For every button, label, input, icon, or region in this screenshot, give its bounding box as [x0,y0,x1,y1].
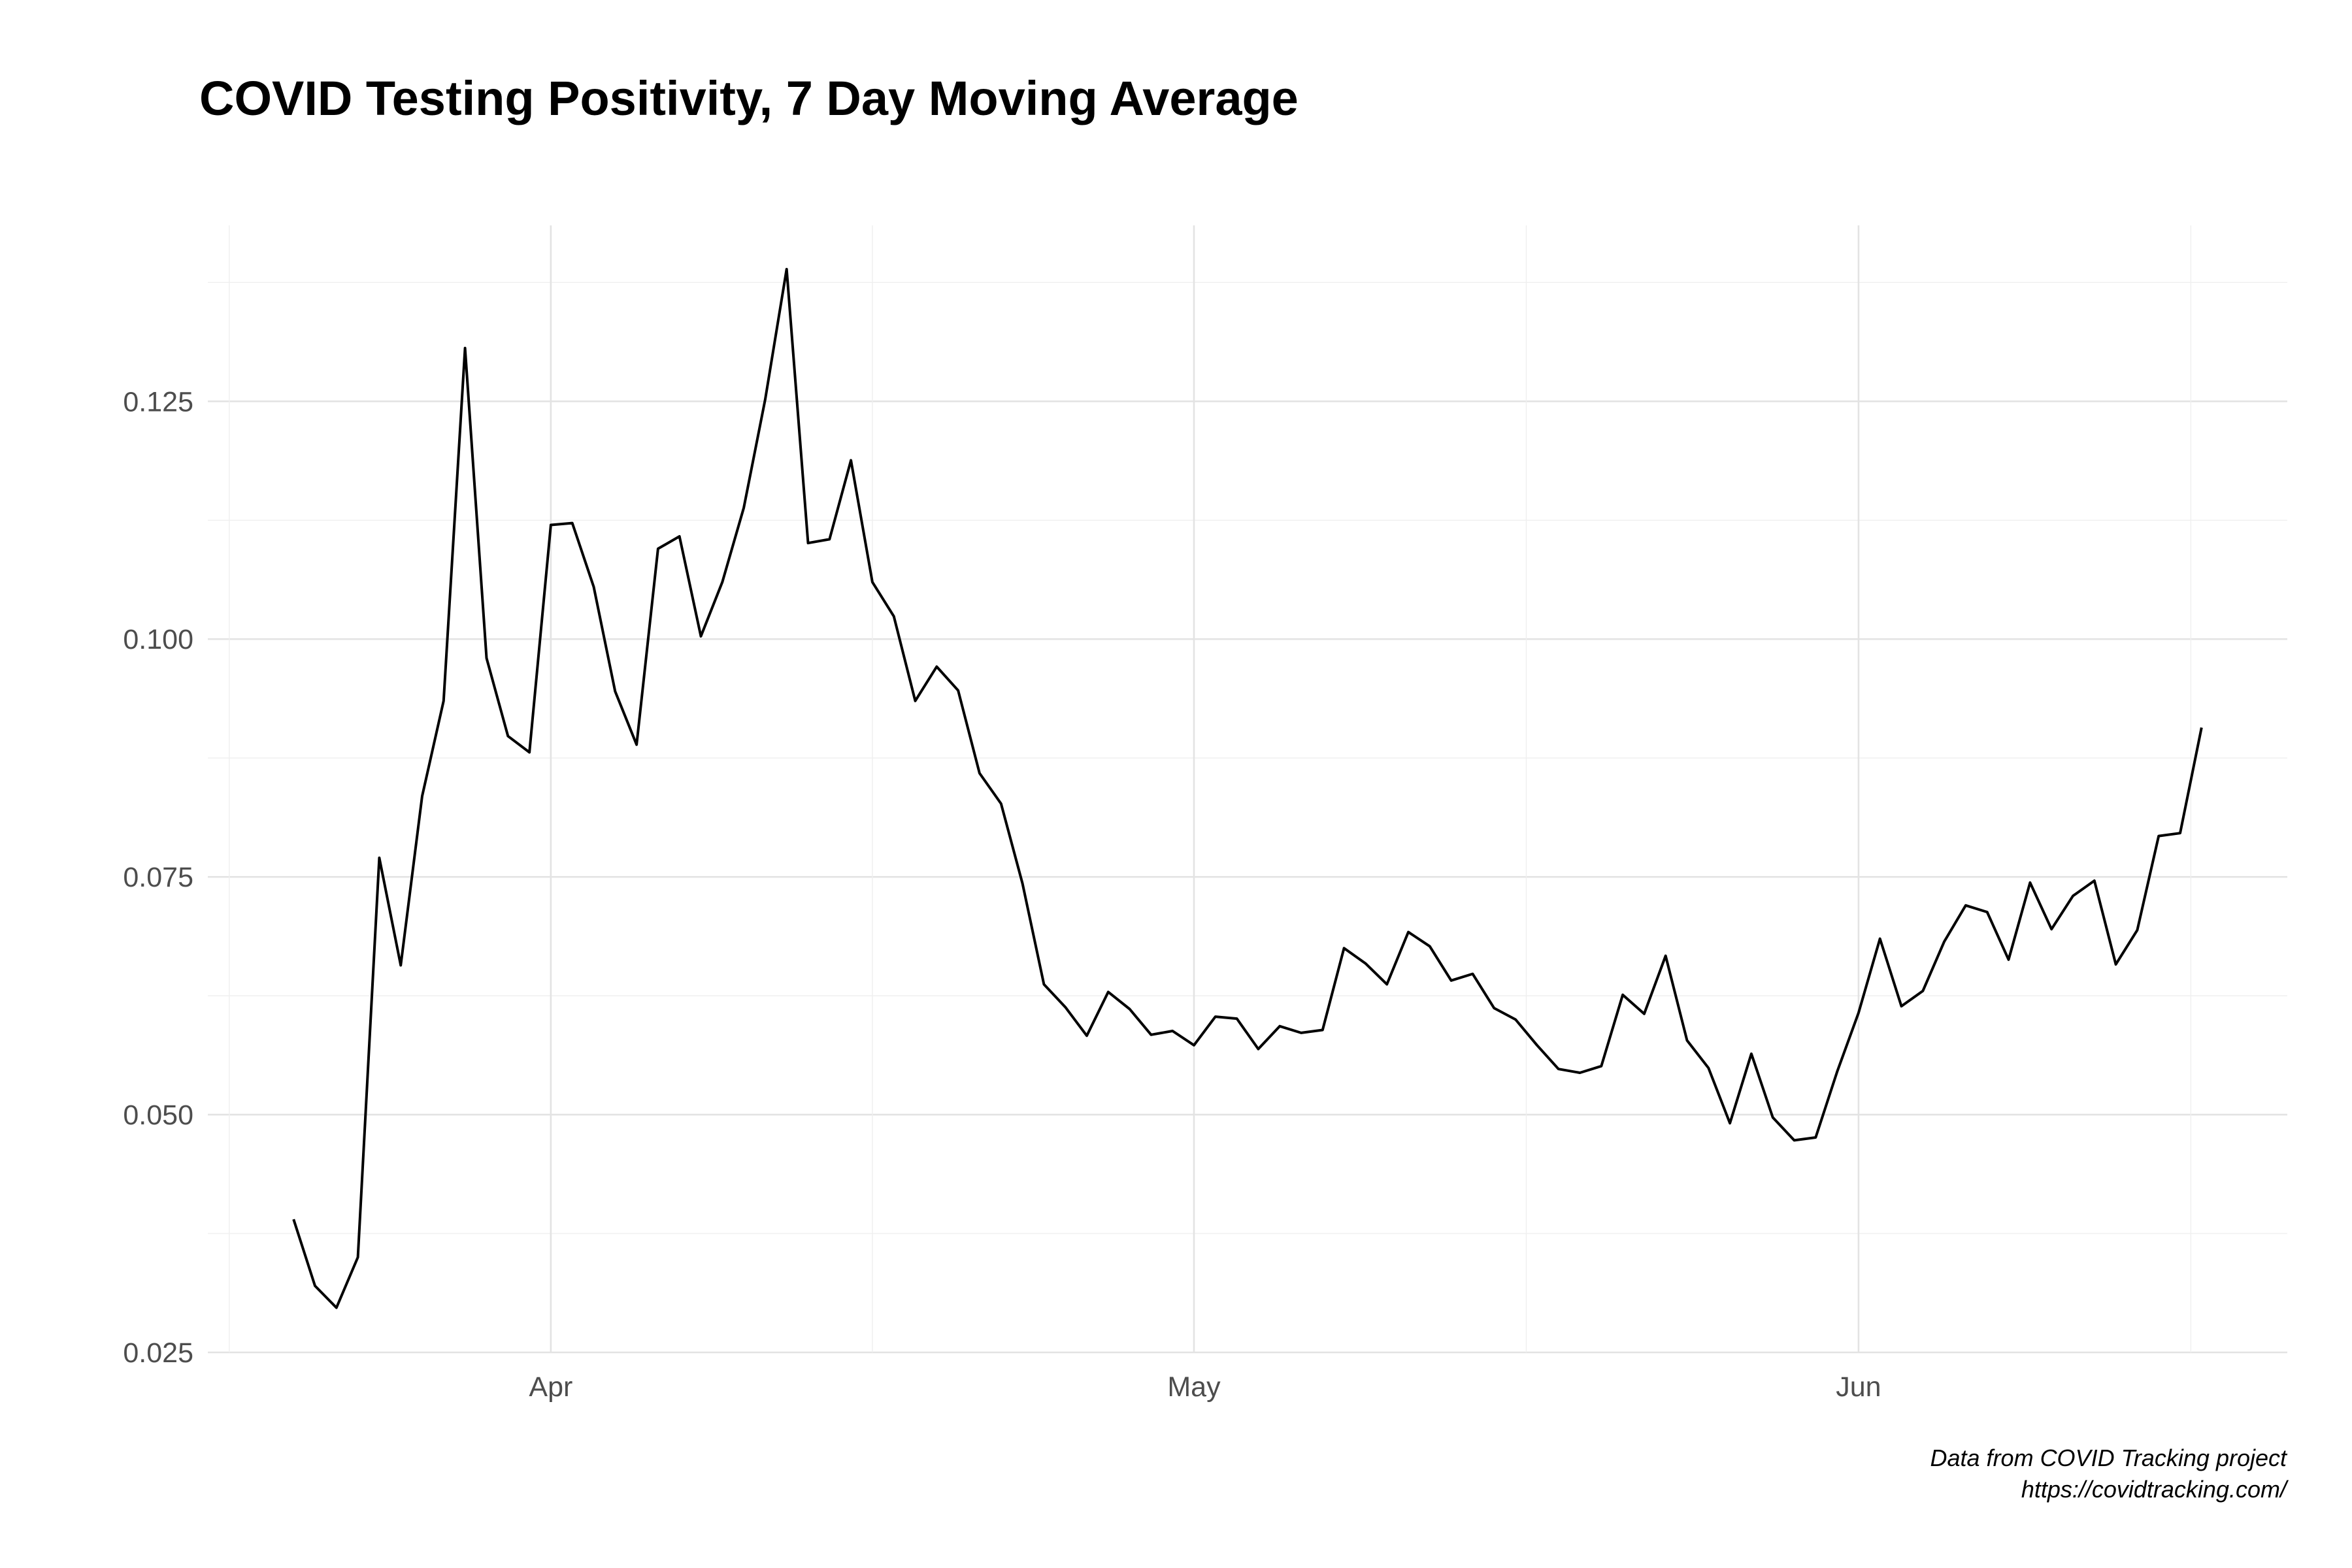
series-layer [292,268,2203,1309]
y-tick-label: 0.075 [123,862,193,893]
chart-title: COVID Testing Positivity, 7 Day Moving A… [199,71,1299,125]
y-tick-label: 0.050 [123,1100,193,1131]
gridlines [208,225,2287,1354]
x-tick-label: Apr [529,1371,572,1403]
y-tick-label: 0.025 [123,1337,193,1369]
caption-source-line: Data from COVID Tracking project [1930,1445,2287,1471]
positivity-series-line [292,268,2203,1309]
x-tick-label: Jun [1836,1371,1881,1403]
caption-url-line: https://covidtracking.com/ [2021,1476,2287,1503]
tick-labels: 0.025 0.050 0.075 0.100 0.125 Apr May Jun [123,386,1881,1403]
x-tick-label: May [1167,1371,1221,1403]
y-tick-label: 0.100 [123,624,193,655]
y-tick-label: 0.125 [123,386,193,417]
source-caption: Data from COVID Tracking project https:/… [1930,1443,2287,1505]
